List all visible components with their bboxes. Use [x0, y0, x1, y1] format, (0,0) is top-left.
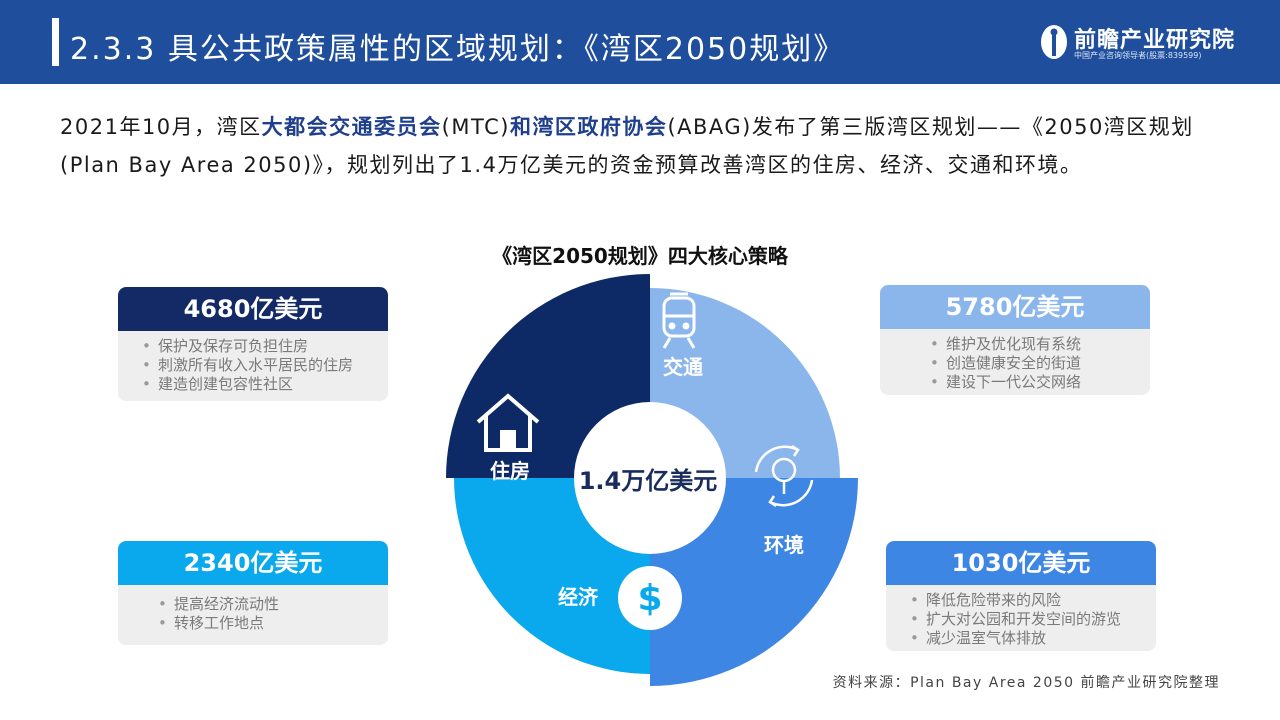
segment-label-economy: 经济 [558, 585, 599, 609]
dollar-icon: $ [618, 566, 682, 630]
card-environment-amount: 1030亿美元 [886, 541, 1156, 585]
card-transport: 5780亿美元 维护及优化现有系统 创造健康安全的街道 建设下一代公交网络 [880, 285, 1150, 395]
list-item: 提高经济流动性 [158, 595, 388, 614]
intro-text-3: (ABAG)发布了第三版湾区规划——《2050湾区规划(Plan Bay Are… [60, 115, 1194, 177]
card-economy: 2340亿美元 提高经济流动性 转移工作地点 [118, 541, 388, 645]
card-transport-list: 维护及优化现有系统 创造健康安全的街道 建设下一代公交网络 [880, 335, 1150, 392]
chart-title: 《湾区2050规划》四大核心策略 [492, 244, 788, 268]
intro-org-abag: 湾区政府协会 [532, 115, 668, 139]
list-item: 创造健康安全的街道 [930, 354, 1150, 373]
list-item: 建设下一代公交网络 [930, 373, 1150, 392]
card-housing: 4680亿美元 保护及保存可负担住房 刺激所有收入水平居民的住房 建造创建包容性… [118, 287, 388, 401]
header-banner: 2.3.3 具公共政策属性的区域规划：《湾区2050规划》 前瞻产业研究院 中国… [0, 0, 1280, 84]
intro-text-2: (MTC) [441, 115, 510, 139]
logo-name: 前瞻产业研究院 [1074, 28, 1236, 53]
intro-text-1: 2021年10月，湾区 [60, 115, 262, 139]
svg-text:$: $ [637, 578, 662, 619]
card-economy-amount: 2340亿美元 [118, 541, 388, 585]
segment-label-environment: 环境 [764, 533, 804, 557]
list-item: 刺激所有收入水平居民的住房 [142, 356, 388, 375]
source-note: 资料来源：Plan Bay Area 2050 前瞻产业研究院整理 [832, 675, 1220, 691]
list-item: 转移工作地点 [158, 614, 388, 633]
card-transport-amount: 5780亿美元 [880, 285, 1150, 329]
donut-hole [574, 402, 726, 554]
segment-label-housing: 住房 [490, 459, 530, 483]
logo: 前瞻产业研究院 中国产业咨询领导者(股票:839599) [1040, 22, 1240, 66]
house-icon [476, 393, 540, 452]
list-item: 扩大对公园和开发空间的游览 [910, 610, 1156, 629]
card-environment: 1030亿美元 降低危险带来的风险 扩大对公园和开发空间的游览 减少温室气体排放 [886, 541, 1156, 651]
intro-paragraph: 2021年10月，湾区大都会交通委员会(MTC)和湾区政府协会(ABAG)发布了… [60, 108, 1220, 184]
list-item: 维护及优化现有系统 [930, 335, 1150, 354]
intro-org-mtc: 大都会交通委员会 [261, 115, 442, 139]
train-icon [662, 292, 696, 349]
center-total-label: 1.4万亿美元 [579, 467, 718, 495]
list-item: 降低危险带来的风险 [910, 591, 1156, 610]
page-title: 2.3.3 具公共政策属性的区域规划：《湾区2050规划》 [70, 32, 846, 67]
card-housing-list: 保护及保存可负担住房 刺激所有收入水平居民的住房 建造创建包容性社区 [118, 337, 388, 394]
list-item: 减少温室气体排放 [910, 629, 1156, 648]
card-housing-amount: 4680亿美元 [118, 287, 388, 331]
list-item: 保护及保存可负担住房 [142, 337, 388, 356]
tree-cycle-icon [754, 444, 814, 508]
logo-mark-icon [1041, 25, 1067, 59]
logo-subtitle: 中国产业咨询领导者(股票:839599) [1074, 51, 1202, 60]
card-environment-list: 降低危险带来的风险 扩大对公园和开发空间的游览 减少温室气体排放 [886, 591, 1156, 648]
title-accent-bar [52, 18, 59, 66]
list-item: 建造创建包容性社区 [142, 375, 388, 394]
segment-label-transport: 交通 [663, 355, 703, 379]
card-economy-list: 提高经济流动性 转移工作地点 [118, 595, 388, 633]
intro-conj: 和 [509, 115, 533, 139]
